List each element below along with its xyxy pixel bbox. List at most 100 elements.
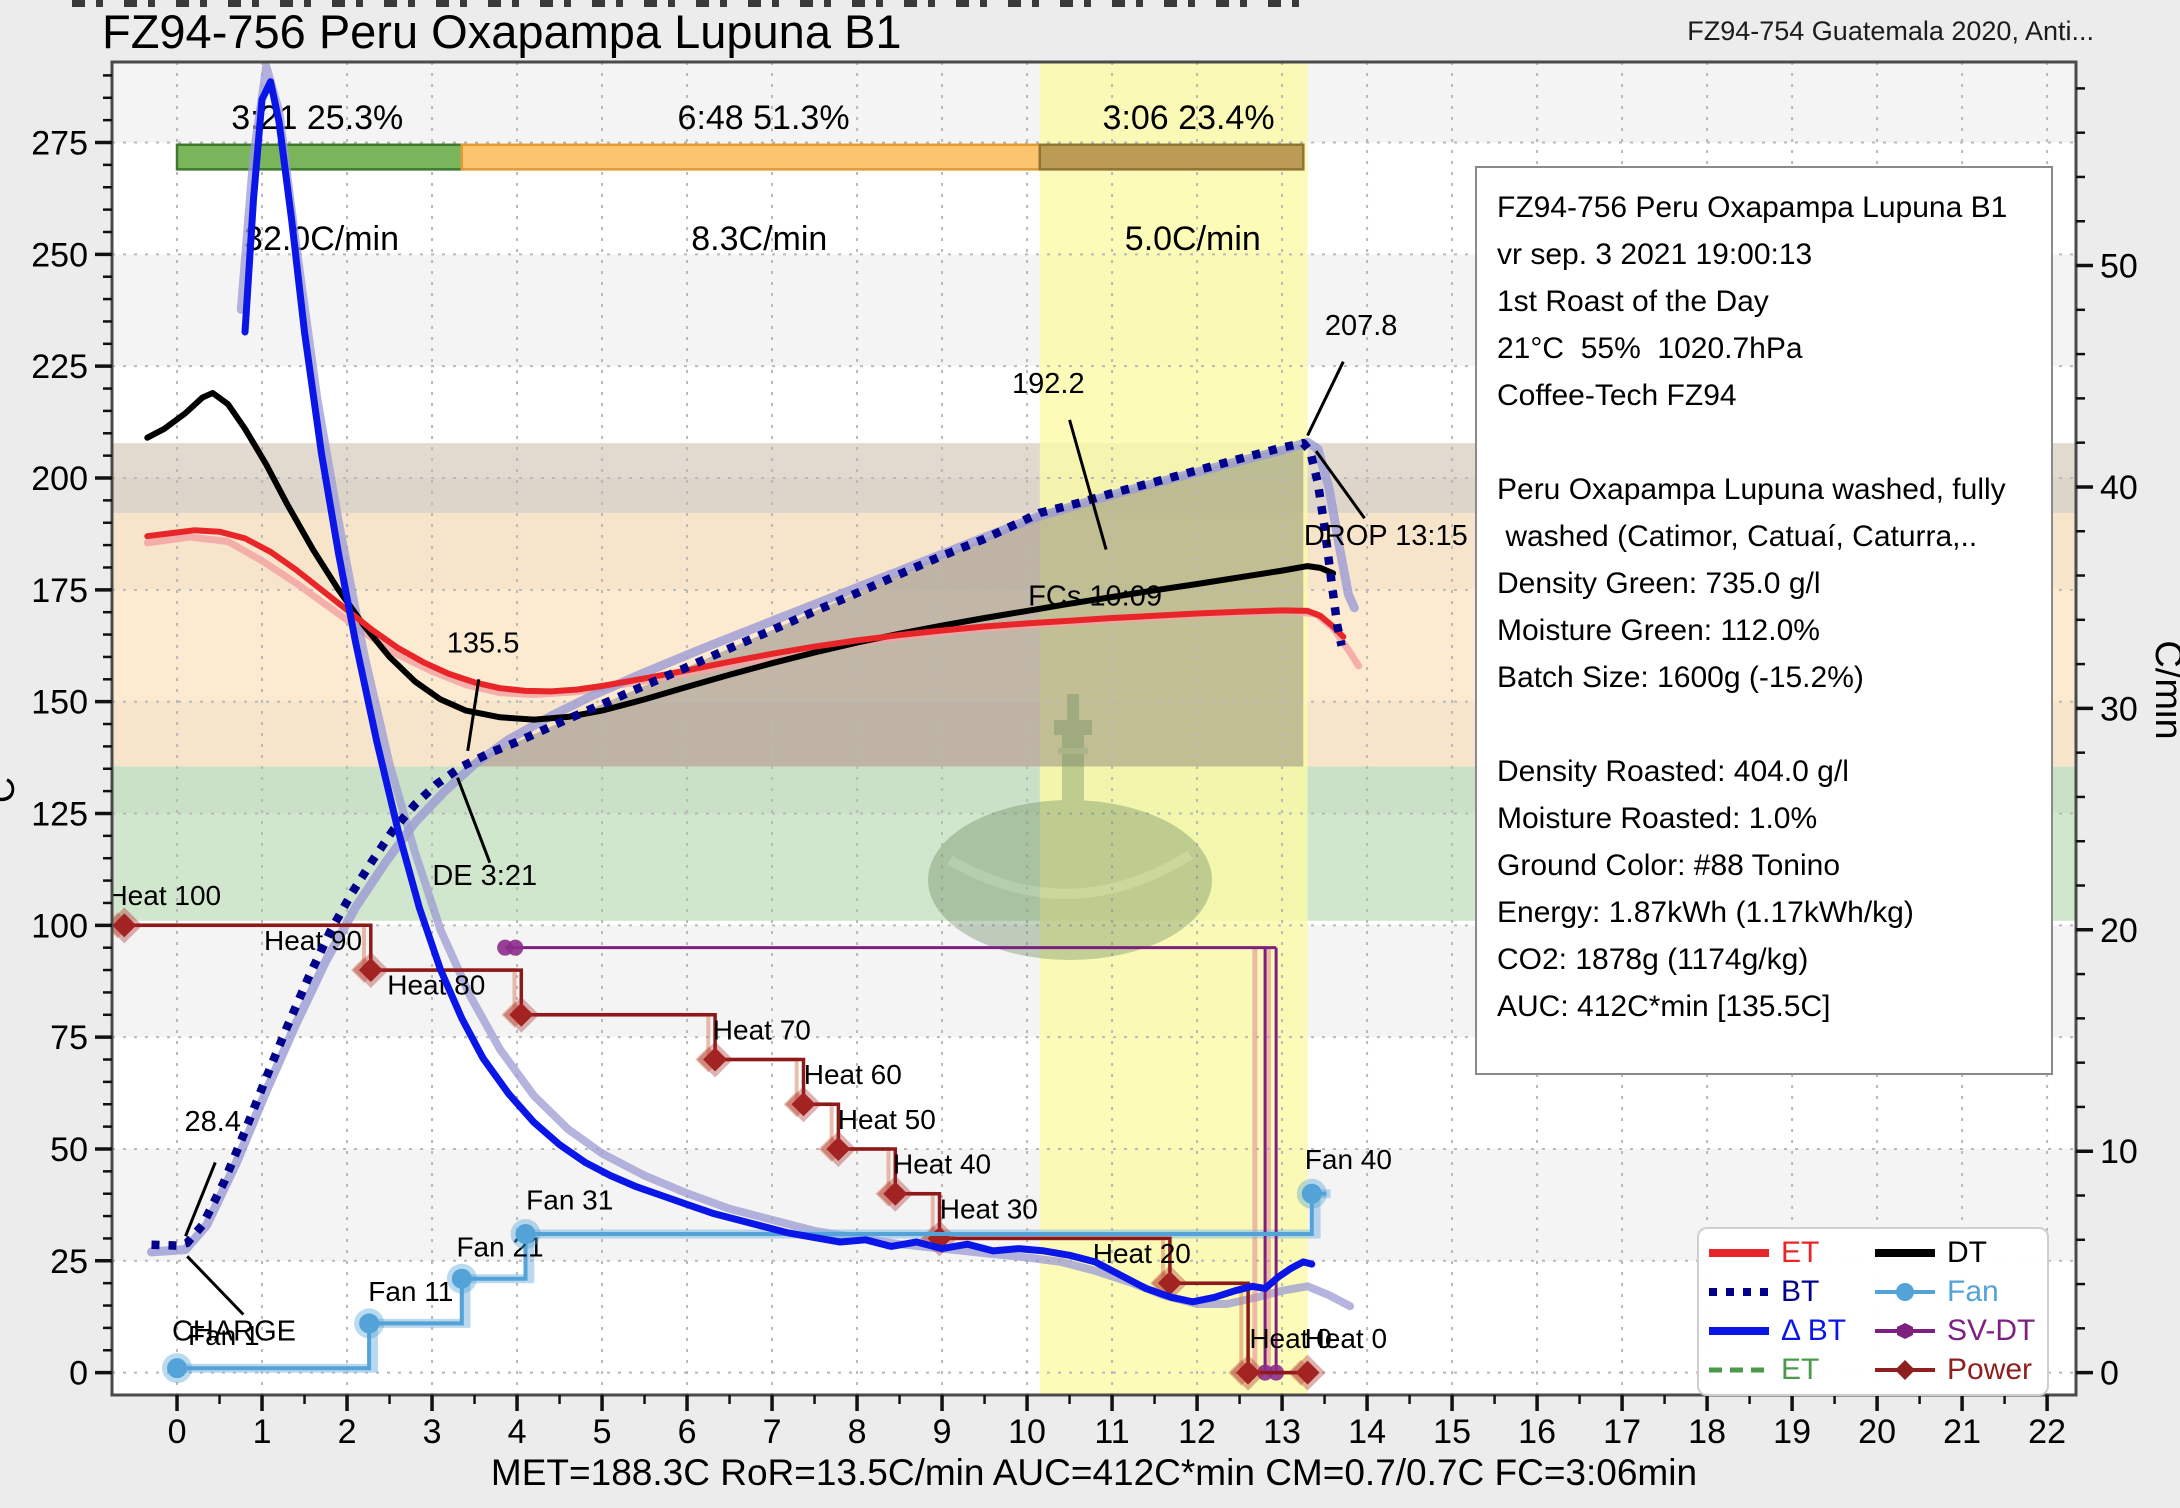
y-left-axis-label: C bbox=[0, 777, 22, 803]
heat-event-label: Heat 20 bbox=[1093, 1238, 1191, 1269]
y-left-tick-label: 125 bbox=[31, 795, 88, 833]
x-tick-label: 4 bbox=[508, 1413, 527, 1451]
info-line: AUC: 412C*min [135.5C] bbox=[1497, 990, 1831, 1023]
x-tick-label: 22 bbox=[2028, 1413, 2066, 1451]
y-right-tick-label: 10 bbox=[2100, 1133, 2138, 1171]
legend-label: ET bbox=[1781, 1353, 1820, 1387]
ET-curve bbox=[144, 527, 1347, 695]
heat-event-label: Heat 60 bbox=[804, 1059, 902, 1090]
info-line: Peru Oxapampa Lupuna washed, fully bbox=[1497, 473, 2006, 506]
x-tick-label: 20 bbox=[1858, 1413, 1896, 1451]
y-right-tick-label: 30 bbox=[2100, 690, 2138, 728]
info-line bbox=[1497, 701, 2033, 748]
legend-swatch bbox=[1707, 1281, 1771, 1303]
info-line: CO2: 1878g (1174g/kg) bbox=[1497, 943, 1809, 976]
finishing-phase-highlight bbox=[1039, 62, 1308, 1395]
x-tick-label: 10 bbox=[1008, 1413, 1046, 1451]
phase-rate-label: 5.0C/min bbox=[1125, 220, 1261, 258]
roastery-watermark-logo bbox=[928, 694, 1212, 960]
heat-event-marker bbox=[883, 1181, 908, 1206]
legend-item-bt: Δ BT bbox=[1707, 1312, 1873, 1350]
x-tick-label: 7 bbox=[763, 1413, 782, 1451]
clipped-text-strip bbox=[72, 0, 1312, 7]
info-line bbox=[1497, 419, 2033, 466]
fan-event-marker bbox=[359, 1313, 380, 1334]
x-tick-label: 12 bbox=[1178, 1413, 1216, 1451]
legend-item-et: ET bbox=[1707, 1234, 1873, 1272]
y-left-tick-label: 175 bbox=[31, 572, 88, 610]
x-tick-label: 0 bbox=[168, 1413, 187, 1451]
legend-item-power: Power bbox=[1873, 1351, 2039, 1389]
phase-bar-segment bbox=[1038, 143, 1305, 171]
legend-label: SV-DT bbox=[1947, 1314, 2036, 1348]
legend-swatch bbox=[1873, 1242, 1937, 1264]
heat-event-label: Heat 70 bbox=[713, 1014, 811, 1045]
y-left-tick-label: 275 bbox=[31, 125, 88, 163]
x-tick-label: 18 bbox=[1688, 1413, 1726, 1451]
phase-rate-label: 8.3C/min bbox=[691, 220, 827, 258]
x-tick-label: 2 bbox=[338, 1413, 357, 1451]
x-tick-label: 13 bbox=[1263, 1413, 1301, 1451]
x-tick-label: 17 bbox=[1603, 1413, 1641, 1451]
fan-event-marker bbox=[167, 1358, 188, 1379]
y-right-tick-label: 40 bbox=[2100, 469, 2138, 507]
info-line: FZ94-756 Peru Oxapampa Lupuna B1 bbox=[1497, 191, 2008, 224]
heat-event-label: Heat 30 bbox=[940, 1193, 1038, 1224]
y-left-tick-label: 50 bbox=[50, 1131, 88, 1169]
x-tick-label: 11 bbox=[1094, 1413, 1129, 1451]
heat-event-label: Heat 40 bbox=[893, 1149, 991, 1180]
legend: ET DT BT Fan Δ BT SV-DT ET Power bbox=[1697, 1227, 2049, 1396]
y-right-axis-label: C/min bbox=[2147, 640, 2180, 739]
legend-item-dt: DT bbox=[1873, 1234, 2039, 1272]
fan-event-label: Fan 31 bbox=[526, 1184, 613, 1215]
legend-label: BT bbox=[1781, 1274, 1820, 1308]
legend-label: Power bbox=[1947, 1353, 2033, 1387]
y-right-tick-label: 0 bbox=[2100, 1355, 2119, 1393]
legend-label: Fan bbox=[1947, 1274, 1999, 1308]
x-tick-label: 14 bbox=[1348, 1413, 1386, 1451]
heat-event-label: Heat 100 bbox=[107, 880, 221, 911]
fan-steps bbox=[177, 1191, 1327, 1371]
y-left-tick-label: 200 bbox=[31, 460, 88, 498]
y-left-tick-label: 25 bbox=[50, 1243, 88, 1281]
x-tick-label: 5 bbox=[593, 1413, 612, 1451]
legend-swatch bbox=[1707, 1242, 1771, 1264]
annotation: DROP 13:15 bbox=[1304, 520, 1468, 552]
legend-label: Δ BT bbox=[1781, 1314, 1847, 1348]
y-left-tick-label: 75 bbox=[50, 1019, 88, 1057]
x-tick-label: 1 bbox=[253, 1413, 272, 1451]
annotation: 192.2 bbox=[1012, 368, 1085, 400]
legend-item-svdt: SV-DT bbox=[1873, 1312, 2039, 1350]
x-tick-label: 16 bbox=[1518, 1413, 1556, 1451]
heat-event-marker bbox=[826, 1136, 851, 1161]
fan-event-marker bbox=[1301, 1183, 1322, 1204]
info-line: Density Roasted: 404.0 g/l bbox=[1497, 755, 1849, 788]
status-line: MET=188.3C RoR=13.5C/min AUC=412C*min CM… bbox=[490, 1452, 1698, 1493]
heat-event-marker bbox=[112, 913, 137, 938]
heat-event-marker bbox=[1295, 1360, 1320, 1385]
sv-dt-marker bbox=[507, 939, 524, 956]
heat-event-marker bbox=[509, 1002, 534, 1027]
info-line: vr sep. 3 2021 19:00:13 bbox=[1497, 238, 1813, 271]
y-right-tick-label: 20 bbox=[2100, 912, 2138, 950]
legend-item-et: ET bbox=[1707, 1351, 1873, 1389]
fan-event-label: Fan 11 bbox=[368, 1276, 453, 1307]
fan-event-label: Fan 1 bbox=[188, 1320, 260, 1351]
legend-swatch bbox=[1873, 1281, 1937, 1303]
heat-event-label: Heat 80 bbox=[387, 970, 485, 1001]
y-left-tick-label: 150 bbox=[31, 684, 88, 722]
legend-swatch bbox=[1707, 1320, 1771, 1342]
x-tick-label: 3 bbox=[423, 1413, 442, 1451]
phase-bar-segment bbox=[460, 143, 1042, 171]
auc-area bbox=[461, 443, 1304, 767]
annotation: CHARGE bbox=[172, 1315, 296, 1347]
x-tick-label: 9 bbox=[933, 1413, 952, 1451]
y-left-tick-label: 225 bbox=[31, 348, 88, 386]
phase-time-label: 3:06 23.4% bbox=[1103, 99, 1275, 137]
x-tick-label: 19 bbox=[1773, 1413, 1811, 1451]
heat-event-marker bbox=[703, 1047, 728, 1072]
annotation: FCs 10:09 bbox=[1028, 580, 1162, 612]
info-line: Coffee-Tech FZ94 bbox=[1497, 379, 1737, 412]
legend-swatch bbox=[1707, 1359, 1771, 1381]
